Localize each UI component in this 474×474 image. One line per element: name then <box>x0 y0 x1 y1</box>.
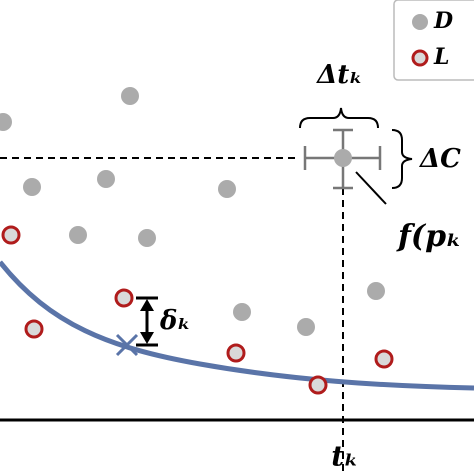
low-points <box>1 225 394 395</box>
brace-top <box>299 107 379 129</box>
t-label: tₖ <box>331 440 359 473</box>
target-point <box>334 149 352 167</box>
legend-label: L <box>433 44 449 70</box>
cross-mark <box>115 333 139 357</box>
pointer <box>355 171 387 205</box>
delta-c-label: ΔC <box>418 144 461 174</box>
data-points <box>0 87 385 336</box>
legend-marker <box>412 14 428 30</box>
delta-label: δₖ <box>159 306 191 336</box>
delta-t-label: Δtₖ <box>315 60 363 90</box>
legend-marker <box>411 49 429 67</box>
f-label: f(pₖ <box>396 219 462 254</box>
curve <box>0 260 474 391</box>
legend-label: D <box>433 8 453 34</box>
delta-arrow <box>136 296 158 347</box>
brace-right <box>391 129 413 189</box>
